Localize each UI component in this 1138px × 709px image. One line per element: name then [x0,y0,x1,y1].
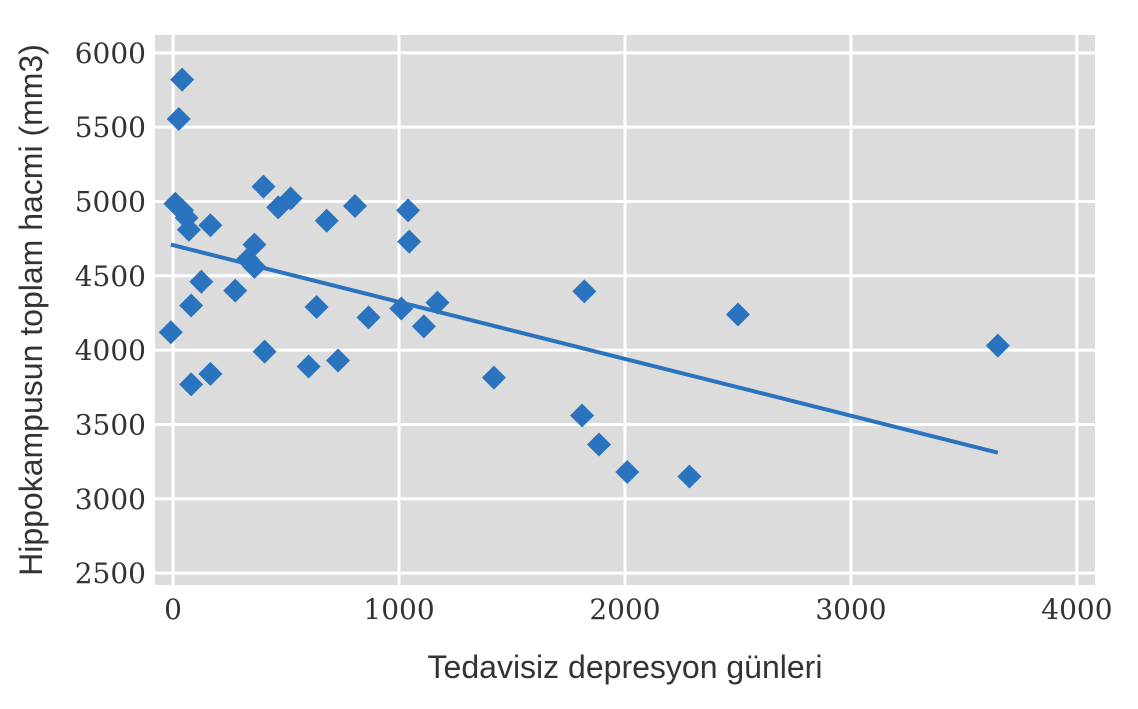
data-point [572,279,597,304]
data-point [587,432,612,457]
data-point [158,320,183,345]
data-point [278,186,303,211]
data-point [411,314,436,339]
data-point [397,229,422,254]
data-point [189,269,214,294]
data-point [725,302,750,327]
data-point [170,67,195,92]
data-point [252,339,277,364]
y-tick-label: 2500 [75,557,146,590]
trend-line [170,242,999,455]
y-tick-labels: 2500 3000 3500 4000 4500 5000 5500 6000 [75,37,146,590]
x-tick-label: 3000 [815,593,886,626]
data-point [176,217,201,242]
data-point [242,254,267,279]
data-point [396,198,421,223]
x-axis-label: Tedavisiz depresyon günleri [428,649,823,685]
grid-lines [155,35,1095,585]
x-tick-label: 0 [164,593,182,626]
x-tick-label: 4000 [1041,593,1112,626]
data-point [677,464,702,489]
data-point [481,365,506,390]
y-tick-label: 3000 [75,483,146,516]
trend-layer [170,242,999,455]
data-points [158,67,1010,489]
data-point [356,305,381,330]
data-point [425,290,450,315]
data-point [296,354,321,379]
data-point [166,106,191,131]
data-point [179,293,204,318]
y-tick-label: 5500 [75,111,146,144]
y-tick-label: 4000 [75,334,146,367]
data-point [314,208,339,233]
x-tick-label: 2000 [589,593,660,626]
data-point [304,295,329,320]
y-tick-label: 5000 [75,185,146,218]
data-point [615,460,640,485]
data-point [198,213,223,238]
x-tick-labels: 0 1000 2000 3000 4000 [164,593,1112,626]
y-tick-label: 3500 [75,408,146,441]
y-tick-label: 6000 [75,37,146,70]
data-point [342,193,367,218]
data-point [326,348,351,373]
data-point [251,174,276,199]
data-point [985,333,1010,358]
y-tick-label: 4500 [75,260,146,293]
data-point [179,372,204,397]
data-point [242,232,267,257]
data-point [570,403,595,428]
data-point [198,361,223,386]
y-axis-label: Hippokampusun toplam hacmi (mm3) [13,44,49,576]
data-point [389,296,414,321]
x-tick-label: 1000 [363,593,434,626]
data-point [223,278,248,303]
